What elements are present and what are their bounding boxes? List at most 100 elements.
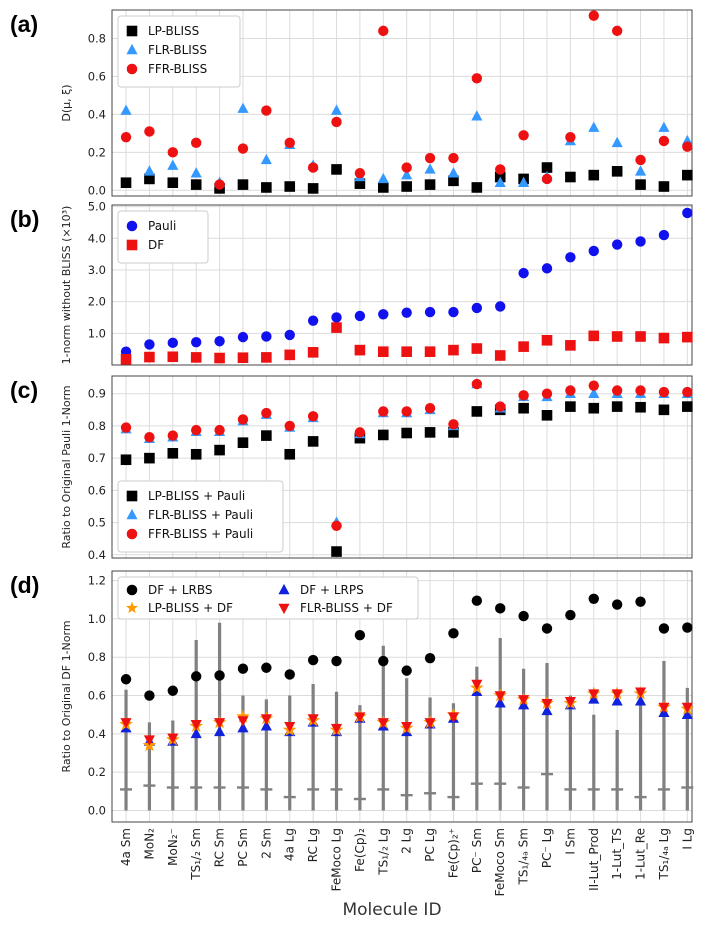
df-lrps-point	[494, 697, 506, 708]
panel-a: 0.0 0.2 0.4 0.6 0.8 (a) D(μ, ξ) LP-BLISS FLR-BLI…	[10, 9, 693, 197]
df-lrbs-point	[424, 652, 436, 664]
df-lrbs-point	[190, 671, 202, 682]
legend: Pauli DF	[117, 210, 209, 264]
legend-marker	[126, 63, 138, 75]
lp-bliss-pauli-point	[307, 436, 319, 447]
pauli-point	[588, 245, 599, 257]
df-point	[518, 341, 529, 352]
lp-bliss-pauli-point	[518, 402, 529, 414]
legend-label: FLR-BLISS + DF	[300, 601, 393, 615]
flr-bliss-point	[190, 167, 202, 178]
y-tick-label: 0.7	[88, 451, 106, 465]
df-lrbs-point	[354, 629, 366, 641]
ffr-bliss-pauli-point	[635, 385, 646, 396]
pauli-point	[611, 239, 623, 250]
legend-marker	[126, 220, 138, 232]
df-lrps-point	[541, 704, 553, 716]
flr-bliss-df-point	[190, 720, 202, 731]
pauli-point	[448, 306, 459, 318]
legend-label: DF	[148, 238, 164, 252]
df-point	[284, 349, 296, 361]
legend-marker	[126, 528, 138, 540]
df-point	[331, 322, 342, 333]
lp-bliss-point	[354, 178, 366, 189]
y-tick-label: 0.5	[88, 516, 106, 530]
lp-bliss-pauli-point	[541, 409, 553, 421]
y-tick-label: 1.2	[88, 574, 106, 588]
ffr-bliss-point	[471, 73, 483, 84]
df-lrbs-point	[682, 622, 693, 633]
lp-bliss-point	[448, 175, 459, 187]
lp-bliss-point	[424, 179, 436, 190]
x-tick-label: MoN₂	[142, 828, 156, 860]
lp-bliss-point	[331, 164, 342, 175]
lp-bliss-pauli-point	[565, 401, 576, 412]
pauli-point	[354, 310, 366, 322]
df-lrbs-point	[588, 593, 599, 604]
legend-box	[117, 210, 209, 264]
df-point	[167, 351, 179, 363]
lp-bliss-point	[284, 181, 296, 192]
legend: LP-BLISS + Pauli FLR-BLISS + Pauli FFR-BLI…	[117, 480, 284, 553]
ffr-bliss-pauli-point	[331, 520, 342, 531]
y-tick-label: 0.9	[88, 387, 106, 401]
y-tick-label: 0.8	[88, 31, 106, 45]
flr-bliss-df-point	[564, 697, 576, 708]
x-tick-label: 1-Lut_TS	[610, 828, 624, 880]
lp-bliss-pauli-point	[471, 406, 483, 417]
ffr-bliss-pauli-point	[588, 380, 599, 391]
x-tick-label: PC Sm	[236, 828, 250, 867]
lp-bliss-pauli-point	[167, 448, 179, 459]
ffr-bliss-point	[658, 135, 670, 147]
lp-bliss-pauli-point	[331, 546, 342, 557]
flr-bliss-point	[518, 176, 530, 187]
legend-marker	[126, 43, 138, 55]
x-tick-label: 2 Sm	[259, 828, 273, 859]
lp-bliss-pauli-point	[401, 427, 412, 439]
x-tick-label: II-Lut_Prod	[587, 828, 601, 891]
df-point	[611, 331, 623, 342]
ffr-bliss-point	[588, 10, 599, 21]
x-tick-label: RC Lg	[306, 828, 320, 862]
df-lrbs-point	[214, 670, 225, 681]
df-point	[424, 346, 436, 357]
df-lrps-point	[260, 720, 272, 731]
legend-label: FFR-BLISS + Pauli	[148, 527, 253, 541]
df-point	[237, 352, 249, 364]
x-tick-label: 1-Lut_Re	[634, 828, 648, 880]
flr-bliss-df-point	[611, 689, 623, 700]
lp-bliss-point	[565, 171, 576, 183]
df-lrps-point	[214, 725, 226, 737]
x-tick-label: 4a Lg	[283, 828, 297, 861]
y-axis-label: D(μ, ξ)	[60, 84, 73, 121]
pauli-point	[401, 307, 412, 318]
df-lrbs-point	[401, 665, 412, 676]
lp-bliss-pauli-point	[377, 429, 389, 441]
flr-bliss-df-point	[447, 712, 460, 723]
ffr-bliss-point	[331, 116, 342, 128]
legend-label: FLR-BLISS	[148, 43, 207, 57]
ffr-bliss-pauli-point	[448, 419, 459, 430]
ffr-bliss-point	[448, 152, 459, 164]
x-category-labels: 4a Sm MoN₂ MoN₂⁻ TS₁/₂ Sm RC Sm PC Sm 2 Sm 4a L…	[119, 828, 694, 897]
lp-bliss-pauli-point	[611, 401, 623, 412]
lp-bliss-point	[588, 169, 600, 181]
ffr-bliss-point	[378, 25, 389, 37]
y-tick-label: 5.0	[88, 200, 106, 214]
ffr-bliss-point	[120, 131, 132, 143]
df-point	[307, 347, 319, 358]
df-lrbs-point	[448, 628, 459, 639]
legend-label: LP-BLISS + DF	[148, 601, 233, 615]
x-tick-label: FeMoco Lg	[330, 828, 344, 891]
ffr-bliss-pauli-point	[541, 388, 553, 399]
y-axis-label: Ratio to Original DF 1-Norm	[60, 620, 73, 772]
flr-bliss-df-point	[120, 718, 132, 729]
flr-bliss-point	[120, 104, 132, 115]
df-lrbs-point	[144, 690, 155, 701]
ffr-bliss-point	[682, 141, 693, 152]
legend-marker	[278, 603, 290, 615]
ffr-bliss-pauli-point	[424, 403, 436, 414]
flr-bliss-point	[330, 104, 343, 115]
ffr-bliss-pauli-point	[682, 386, 693, 398]
lp-bliss-point	[261, 182, 272, 193]
